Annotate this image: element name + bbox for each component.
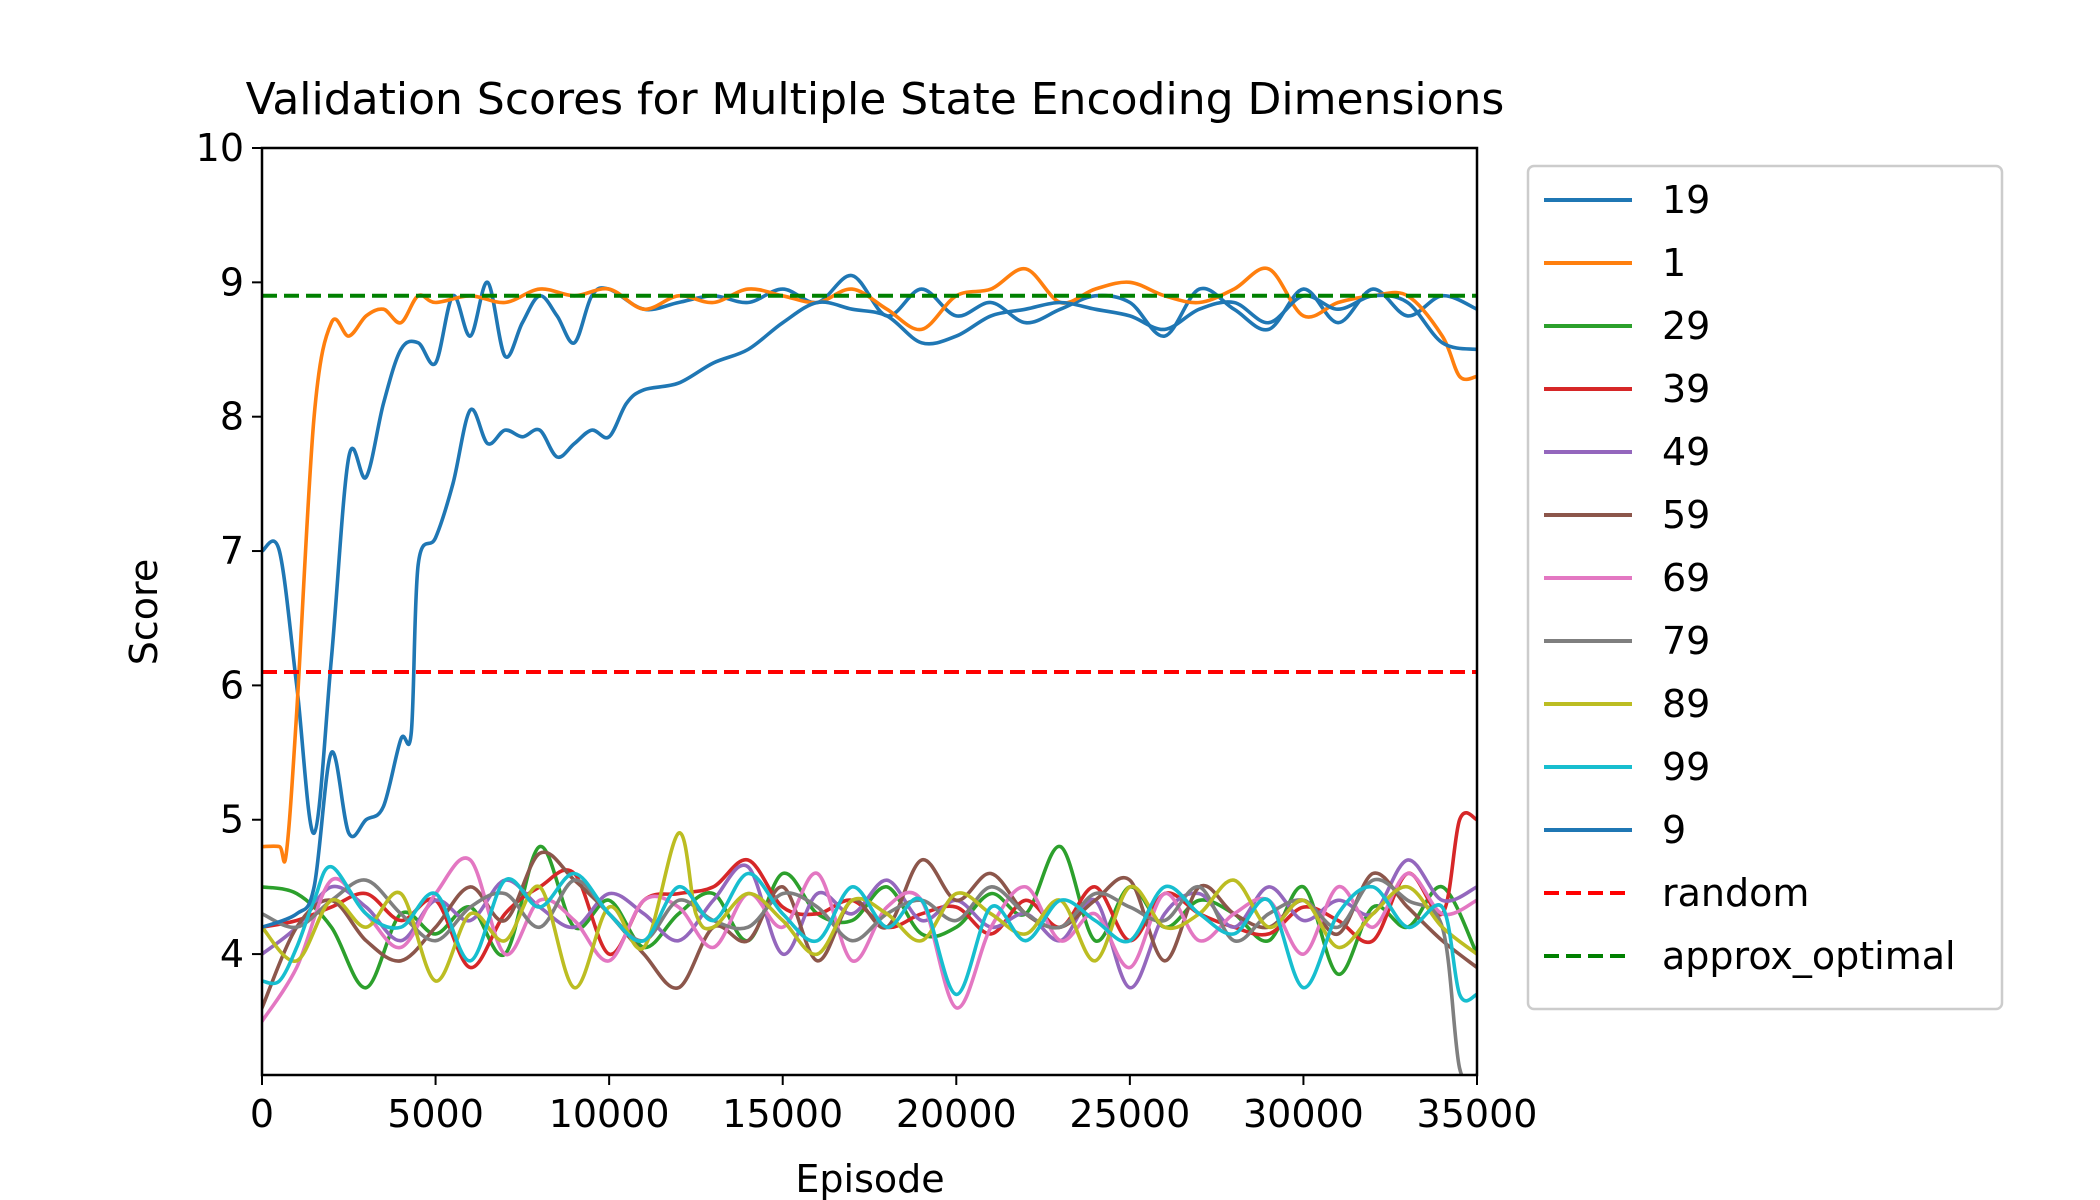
y-axis: 4 5 6 7 8 9 10: [196, 126, 262, 976]
chart-title: Validation Scores for Multiple State Enc…: [246, 74, 1505, 125]
y-tick-label: 10: [196, 126, 244, 170]
y-tick-label: 8: [220, 395, 244, 439]
x-tick-label: 20000: [896, 1092, 1017, 1136]
series-line-19: [262, 273, 1477, 836]
y-tick-label: 9: [220, 260, 244, 304]
series-line-69: [262, 856, 1477, 1024]
legend-label-79: 79: [1662, 619, 1710, 663]
series-line-79: [262, 877, 1477, 1075]
series-line-99: [262, 864, 1477, 1003]
y-tick-label: 7: [220, 529, 244, 573]
legend-label-59: 59: [1662, 493, 1710, 537]
legend-label-99: 99: [1662, 745, 1710, 789]
series-line-89: [262, 831, 1477, 990]
plot-lines: [262, 266, 1477, 1075]
series-line-49: [262, 858, 1477, 990]
y-tick-label: 6: [220, 663, 244, 707]
x-tick-label: 35000: [1417, 1092, 1538, 1136]
legend-label-9: 9: [1662, 808, 1686, 852]
x-tick-label: 15000: [722, 1092, 843, 1136]
legend-frame: [1526, 164, 2004, 1011]
series-line-1: [262, 266, 1477, 864]
y-tick-label: 4: [220, 932, 244, 976]
legend-label-89: 89: [1662, 682, 1710, 726]
x-axis-label: Episode: [795, 1157, 944, 1200]
y-axis-label: Score: [122, 559, 166, 665]
legend-label-19: 19: [1662, 178, 1710, 222]
legend-label-random: random: [1662, 871, 1809, 915]
x-tick-label: 0: [250, 1092, 274, 1136]
series-line-9: [262, 293, 1477, 929]
y-tick-label: 5: [220, 798, 244, 842]
legend-label-39: 39: [1662, 367, 1710, 411]
x-axis: 0 5000 10000 15000 20000 25000 30000 35000: [250, 1075, 1538, 1136]
plot-frame: [260, 146, 1479, 1077]
legend-label-69: 69: [1662, 556, 1710, 600]
legend-label-approx_optimal: approx_optimal: [1662, 934, 1956, 978]
x-tick-label: 30000: [1243, 1092, 1364, 1136]
x-tick-label: 10000: [549, 1092, 670, 1136]
legend-label-1: 1: [1662, 241, 1686, 285]
legend-label-49: 49: [1662, 430, 1710, 474]
x-tick-label: 5000: [387, 1092, 484, 1136]
x-tick-label: 25000: [1069, 1092, 1190, 1136]
legend-label-29: 29: [1662, 304, 1710, 348]
